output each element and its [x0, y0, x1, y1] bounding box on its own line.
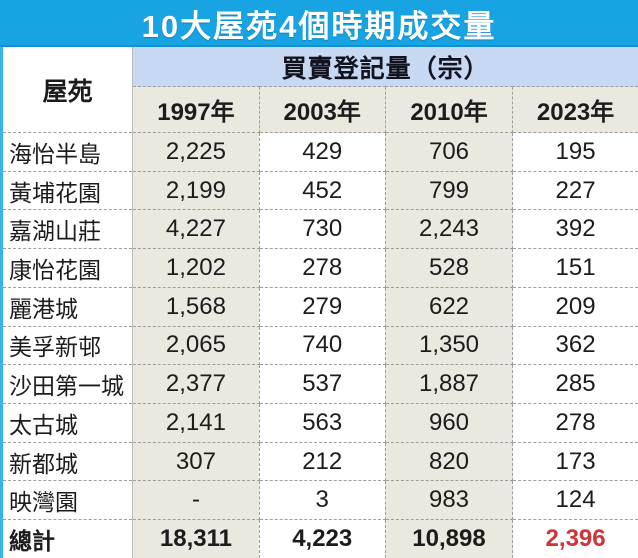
value-cell: 2,377 [132, 364, 260, 405]
year-header-1997: 1997年 [132, 86, 260, 133]
value-cell: - [132, 480, 260, 521]
table-row: 嘉湖山莊 4,227 730 2,243 392 [1, 209, 638, 250]
value-cell: 563 [258, 403, 386, 443]
registrations-header: 買賣登記量（宗） [132, 47, 638, 87]
table-row: 映灣園 -3 983 124 [1, 480, 638, 521]
value-cell: 983 [384, 480, 514, 521]
table-row: 美孚新邨 2,065 740 1,350 362 [1, 325, 638, 366]
value-cell: 4,227 [132, 209, 260, 250]
estate-name-cell: 映灣園 [1, 480, 134, 521]
value-cell: 124 [512, 480, 638, 521]
value-cell: 227 [512, 170, 638, 211]
value-cell: 528 [384, 248, 514, 288]
value-cell: 1,568 [132, 286, 260, 327]
value-cell: 730 [258, 209, 386, 250]
estate-name-cell: 嘉湖山莊 [1, 209, 134, 250]
total-row: 總計 18,311 4,223 10,898 2,396 [1, 519, 638, 558]
value-cell: 212 [258, 441, 386, 482]
title-banner: 10大屋苑4個時期成交量 [0, 0, 638, 47]
table-row: 新都城 307 212 820 173 [1, 441, 638, 482]
total-value-cell: 4,223 [258, 519, 386, 558]
estate-name-cell: 美孚新邨 [1, 325, 134, 366]
value-cell: 2,065 [132, 325, 260, 366]
estate-name-cell: 新都城 [1, 441, 134, 482]
value-cell: 960 [384, 403, 514, 443]
total-value-cell: 10,898 [384, 519, 514, 558]
table-row: 康怡花園 1,202 278 528 151 [1, 248, 638, 288]
year-header-2023: 2023年 [512, 86, 638, 133]
value-cell: 740 [258, 325, 386, 366]
value-cell: 2,199 [132, 170, 260, 211]
value-cell: 278 [512, 403, 638, 443]
value-cell: 799 [384, 170, 514, 211]
value-cell: 3 [258, 480, 386, 521]
value-cell: 2,225 [132, 132, 260, 172]
value-cell: 278 [258, 248, 386, 288]
value-cell: 537 [258, 364, 386, 405]
transactions-table: 屋苑 買賣登記量（宗） 1997年 2003年 2010年 2023年 海怡半島… [0, 47, 638, 558]
estate-name-cell: 沙田第一城 [1, 364, 134, 405]
year-header-2010: 2010年 [384, 86, 514, 133]
value-cell: 820 [384, 441, 514, 482]
table-row: 麗港城 1,568 279 622 209 [1, 286, 638, 327]
estate-name-cell: 麗港城 [1, 286, 134, 327]
page-title: 10大屋苑4個時期成交量 [141, 9, 497, 44]
value-cell: 307 [132, 441, 260, 482]
value-cell: 285 [512, 364, 638, 405]
value-cell: 1,887 [384, 364, 514, 405]
header-row-years: 1997年 2003年 2010年 2023年 [2, 86, 638, 133]
header-row-group: 屋苑 買賣登記量（宗） [1, 47, 638, 133]
value-cell: 1,202 [132, 248, 260, 288]
value-cell: 173 [512, 441, 638, 482]
total-value-cell: 2,396 [512, 519, 638, 558]
value-cell: 362 [512, 325, 638, 366]
value-cell: 151 [512, 248, 638, 288]
value-cell: 622 [384, 286, 514, 327]
value-cell: 2,141 [132, 403, 260, 443]
year-header-2003: 2003年 [258, 86, 386, 133]
value-cell: 1,350 [384, 325, 514, 366]
estate-name-cell: 太古城 [1, 403, 134, 443]
value-cell: 209 [512, 286, 638, 327]
total-value-cell: 18,311 [132, 519, 260, 558]
value-cell: 195 [512, 132, 638, 172]
estate-column-header: 屋苑 [1, 47, 134, 133]
value-cell: 429 [258, 132, 386, 172]
value-cell: 2,243 [384, 209, 514, 250]
table-body: 海怡半島 2,225 429 706 195 黃埔花園 2,199 452 799 227 嘉湖山莊… [1, 132, 638, 558]
table-row: 黃埔花園 2,199 452 799 227 [1, 170, 638, 211]
total-label-cell: 總計 [1, 519, 134, 558]
estate-name-cell: 康怡花園 [1, 248, 134, 288]
value-cell: 452 [258, 170, 386, 211]
value-cell: 392 [512, 209, 638, 250]
estate-name-cell: 海怡半島 [1, 132, 134, 172]
table-row: 太古城 2,141 563 960 278 [1, 403, 638, 443]
estate-name-cell: 黃埔花園 [1, 170, 134, 211]
value-cell: 279 [258, 286, 386, 327]
table-row: 海怡半島 2,225 429 706 195 [1, 132, 638, 172]
table-row: 沙田第一城 2,377 537 1,887 285 [1, 364, 638, 405]
value-cell: 706 [384, 132, 514, 172]
